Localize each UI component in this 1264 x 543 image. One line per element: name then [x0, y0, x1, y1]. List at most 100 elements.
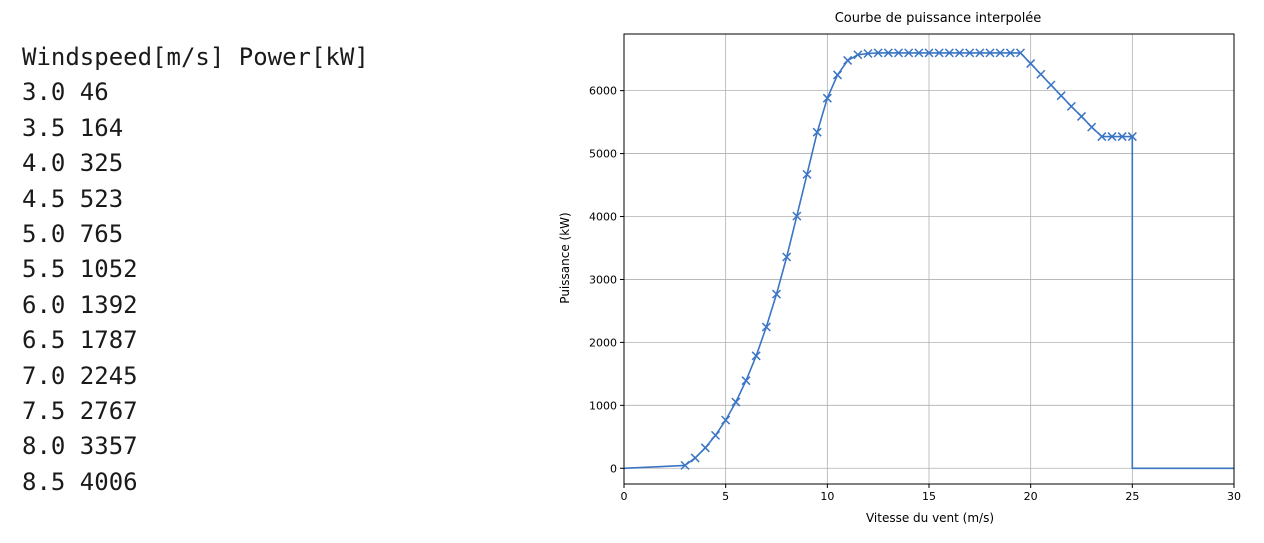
data-point-marker [883, 48, 893, 58]
marker-stroke [751, 351, 761, 361]
data-point-marker [812, 127, 822, 137]
chart-title: Courbe de puissance interpolée [835, 11, 1042, 26]
data-point-marker [700, 443, 710, 453]
data-point-marker [975, 48, 985, 58]
marker-stroke [761, 322, 771, 332]
marker-stroke [1097, 132, 1107, 142]
marker-stroke [924, 48, 934, 58]
x-tick-label: 15 [922, 490, 936, 503]
y-tick-label: 5000 [589, 148, 617, 161]
data-point-marker [853, 50, 863, 60]
data-point-marker [1107, 132, 1117, 142]
data-point-marker [1066, 101, 1076, 111]
data-point-marker [954, 48, 965, 58]
marker-stroke [863, 48, 873, 59]
table-header: Windspeed[m/s] Power[kW] [22, 43, 369, 71]
marker-stroke [1066, 101, 1076, 111]
data-point-marker [863, 48, 873, 59]
table-row: 5.0 765 [22, 220, 124, 249]
marker-stroke [710, 430, 721, 440]
marker-stroke [995, 48, 1005, 58]
data-point-marker [985, 48, 995, 58]
marker-stroke [812, 127, 822, 137]
data-point-marker [792, 211, 802, 221]
y-tick-label: 1000 [589, 399, 617, 412]
y-tick-label: 0 [610, 462, 617, 475]
data-point-marker [771, 289, 782, 299]
data-point-marker [1015, 48, 1026, 58]
data-point-marker [843, 55, 853, 65]
table-row: 8.5 4006 [22, 467, 138, 496]
y-tick-label: 4000 [589, 211, 617, 224]
marker-stroke [1015, 48, 1026, 58]
marker-stroke [975, 48, 985, 58]
table-row: 6.5 1787 [22, 326, 138, 355]
marker-stroke [944, 48, 954, 58]
x-tick-label: 10 [820, 490, 834, 503]
data-point-marker [1076, 111, 1087, 121]
marker-stroke [893, 48, 904, 58]
marker-stroke [934, 48, 944, 58]
y-tick-label: 6000 [589, 85, 617, 98]
marker-stroke [802, 169, 812, 179]
data-point-marker [944, 48, 954, 58]
data-point-marker [873, 48, 883, 58]
grid-lines [623, 34, 1235, 484]
data-point-marker [1117, 132, 1127, 142]
table-row: 5.5 1052 [22, 255, 138, 284]
x-tick-label: 25 [1125, 490, 1139, 503]
table-row: 7.5 2767 [22, 397, 138, 426]
marker-stroke [954, 48, 965, 58]
data-point-marker [904, 48, 914, 58]
data-point-marker [924, 48, 934, 58]
data-point-marker [690, 453, 700, 463]
marker-stroke [782, 252, 792, 262]
table-row: 3.0 46 [22, 78, 109, 107]
marker-stroke [904, 48, 914, 58]
data-point-marker [731, 397, 741, 407]
table-rows: 3.0 46 3.5 164 4.0 325 4.5 523 5.0 765 5.5 10… [22, 75, 542, 500]
marker-stroke [731, 397, 741, 407]
data-point-marker [721, 415, 731, 425]
table-row: 6.0 1392 [22, 290, 138, 319]
marker-stroke [873, 48, 883, 58]
data-point-marker [710, 430, 721, 440]
marker-stroke [1005, 48, 1015, 58]
x-tick-label: 30 [1227, 490, 1241, 503]
marker-stroke [853, 50, 863, 60]
marker-stroke [1026, 59, 1036, 69]
marker-stroke [1087, 122, 1097, 132]
plot-frame [623, 33, 1235, 485]
data-point-marker [965, 48, 975, 58]
data-point-marker [1046, 80, 1056, 90]
data-point-marker [832, 70, 843, 80]
data-point-marker [751, 351, 761, 361]
power-curve-chart: Courbe de puissance interpolée 0 5 10 15 20 2… [558, 11, 1241, 525]
data-point-marker [782, 252, 792, 262]
data-point-marker [761, 322, 771, 332]
marker-stroke [1117, 132, 1127, 142]
data-point-marker [680, 460, 690, 470]
data-point-marker [1127, 132, 1137, 142]
data-point-marker [934, 48, 944, 58]
data-point-marker [802, 169, 812, 179]
marker-stroke [822, 93, 832, 103]
marker-stroke [965, 48, 975, 58]
data-point-marker [822, 93, 832, 103]
marker-stroke [832, 70, 843, 80]
data-point-marker [1087, 122, 1097, 132]
y-axis-label: Puissance (kW) [558, 212, 572, 303]
marker-stroke [741, 376, 751, 386]
power-series [623, 48, 1234, 470]
y-tick-label: 3000 [589, 273, 617, 286]
data-point-marker [1036, 69, 1046, 79]
marker-stroke [1107, 132, 1117, 142]
x-axis-label: Vitesse du vent (m/s) [866, 511, 994, 525]
y-tick-label: 2000 [589, 336, 617, 349]
table-row: 3.5 164 [22, 113, 124, 142]
table-row: 8.0 3357 [22, 432, 138, 461]
x-tick-label: 5 [722, 490, 729, 503]
data-point-marker [1097, 132, 1107, 142]
data-point-marker [893, 48, 904, 58]
table-row: 4.0 325 [22, 149, 124, 178]
